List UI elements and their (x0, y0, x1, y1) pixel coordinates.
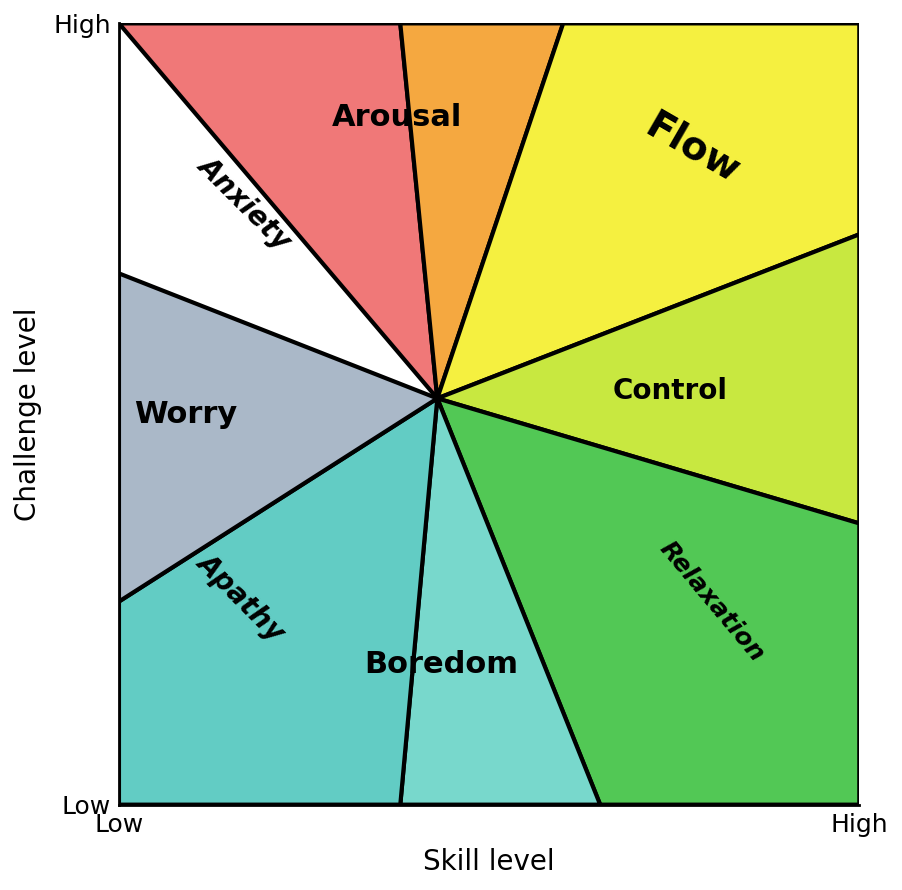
Text: Control: Control (613, 376, 728, 405)
Polygon shape (437, 399, 860, 805)
Text: Boredom: Boredom (364, 650, 518, 678)
Text: Arousal: Arousal (331, 102, 462, 132)
Text: Apathy: Apathy (192, 548, 290, 647)
Polygon shape (437, 234, 860, 523)
Polygon shape (400, 399, 600, 805)
Polygon shape (119, 399, 437, 805)
Text: Worry: Worry (134, 400, 237, 428)
Text: Relaxation: Relaxation (654, 537, 769, 667)
Polygon shape (400, 23, 563, 399)
Y-axis label: Challenge level: Challenge level (14, 307, 41, 521)
Text: Anxiety: Anxiety (193, 151, 297, 255)
Polygon shape (119, 273, 437, 602)
X-axis label: Skill level: Skill level (423, 848, 555, 876)
Polygon shape (437, 23, 860, 399)
Polygon shape (119, 23, 437, 399)
Text: Flow: Flow (639, 106, 747, 190)
